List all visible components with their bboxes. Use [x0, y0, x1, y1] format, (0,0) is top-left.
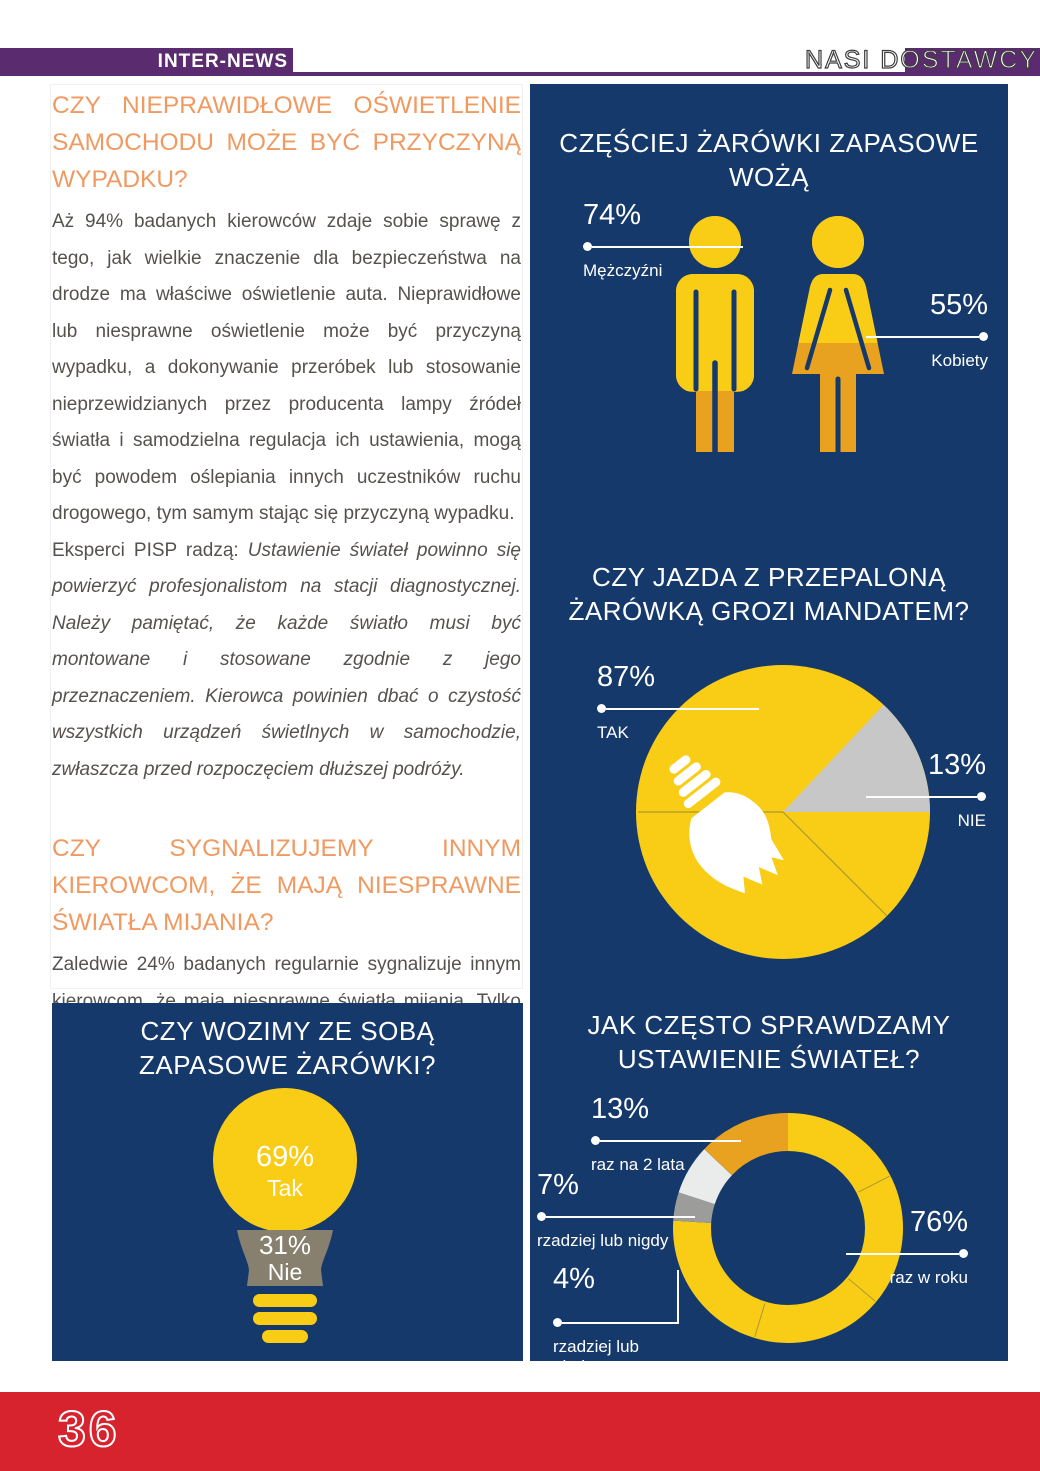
- callout-dot: [591, 1136, 600, 1145]
- spare-panel-title-line2: ZAPASOWE ŻARÓWKI?: [139, 1050, 436, 1080]
- callout-rule: [592, 245, 743, 248]
- callout-women: 55% Kobiety: [866, 290, 988, 371]
- callout-dot: [553, 1318, 562, 1327]
- woman-icon: [792, 216, 884, 452]
- callout-yes-fine-line: [597, 704, 759, 713]
- spare-yes-value: 69%: [256, 1141, 314, 1173]
- callout-dot: [977, 792, 986, 801]
- article-paragraph-2: Eksperci PISP radzą: Ustawienie świateł …: [52, 533, 521, 789]
- callout-men-value: 74%: [583, 199, 642, 231]
- callout-no-fine-line: [866, 792, 986, 801]
- callout-rarely7-line: [537, 1212, 695, 1221]
- fine-panel-title-line1: CZY JAZDA Z PRZEPALONĄ: [592, 562, 946, 592]
- callout-yes-fine: 87% TAK: [597, 662, 759, 743]
- callout-rule: [562, 1321, 679, 1324]
- fine-pie-chart: [636, 665, 930, 959]
- callout-dot: [959, 1249, 968, 1258]
- callout-rule: [866, 795, 977, 798]
- spare-no-value: 31%: [259, 1230, 311, 1260]
- callout-men: 74% Mężczyźni: [583, 200, 743, 281]
- callout-rarely4-line: [553, 1270, 679, 1327]
- article-heading-2: CZY SYGNALIZUJEMY INNYM KIEROWCOM, ŻE MA…: [52, 835, 521, 936]
- spare-yes-label: Tak: [267, 1175, 303, 1201]
- spare-bulb-chart: 69% Tak 31% Nie: [213, 1088, 357, 1343]
- gender-panel-title: CZĘŚCIEJ ŻARÓWKI ZAPASOWE WOŻĄ: [559, 128, 979, 192]
- expert-quote: Ustawienie świateł powinno się powierzyć…: [52, 539, 521, 780]
- callout-rarely4-value: 4%: [553, 1263, 595, 1295]
- check-panel-title-line1: JAK CZĘSTO SPRAWDZAMY: [587, 1010, 951, 1040]
- callout-women-label: Kobiety: [931, 351, 988, 370]
- callout-women-value: 55%: [929, 289, 988, 321]
- callout-2years-value: 13%: [591, 1093, 650, 1125]
- callout-dot: [583, 242, 592, 251]
- callout-no-fine-value: 13%: [927, 749, 986, 781]
- callout-rarely7-value: 7%: [537, 1169, 579, 1201]
- header-right-label: NASI DOSTAWCY: [804, 45, 1038, 74]
- article-column: CZY NIEPRAWIDŁOWE OŚWIETLENIE SAMOCHODU …: [50, 84, 523, 1194]
- expert-lead: Eksperci PISP radzą:: [52, 539, 248, 561]
- callout-no-fine-label: NIE: [957, 811, 986, 830]
- callout-dot: [597, 704, 606, 713]
- callout-men-label: Mężczyźni: [583, 261, 663, 280]
- footer-bar: 36: [0, 1392, 1040, 1471]
- callout-dot: [979, 332, 988, 341]
- callout-yes-fine-value: 87%: [597, 661, 656, 693]
- callout-men-line: [583, 242, 743, 251]
- callout-women-line: [866, 332, 988, 341]
- header-white-strip: [293, 48, 905, 72]
- callout-rule: [546, 1215, 695, 1218]
- man-icon: [676, 216, 754, 452]
- callout-rarely7: 7% rzadziej lub nigdy: [537, 1170, 695, 1251]
- check-donut-chart: [673, 1113, 903, 1343]
- callout-rarely4-label: rzadziej lub nigdy: [553, 1337, 639, 1376]
- page-number: 36: [57, 1400, 120, 1458]
- callout-rule: [606, 707, 759, 710]
- callout-dot: [537, 1212, 546, 1221]
- callout-yearly-label: raz w roku: [889, 1268, 968, 1287]
- header-section-label: INTER-NEWS: [157, 51, 288, 72]
- callout-rule: [600, 1139, 741, 1142]
- article-heading-1: CZY NIEPRAWIDŁOWE OŚWIETLENIE SAMOCHODU …: [52, 92, 521, 193]
- callout-yearly-line: [846, 1249, 968, 1258]
- callout-yearly-value: 76%: [909, 1206, 968, 1238]
- broken-bulb-icon: [669, 755, 784, 894]
- callout-rule: [846, 1252, 959, 1255]
- header-bar: INTER-NEWS NASI DOSTAWCY: [0, 45, 1040, 76]
- fine-panel-title-line2: ŻARÓWKĄ GROZI MANDATEM?: [568, 596, 970, 626]
- callout-rarely7-label: rzadziej lub nigdy: [537, 1231, 669, 1250]
- check-panel-title-line2: USTAWIENIE ŚWIATEŁ?: [617, 1044, 921, 1074]
- callout-rarely4: 4% rzadziej lub nigdy: [553, 1264, 679, 1377]
- callout-yearly: 76% raz w roku: [846, 1207, 968, 1288]
- callout-rule: [866, 335, 979, 338]
- spare-panel-title-line1: CZY WOZIMY ZE SOBĄ: [140, 1016, 435, 1046]
- callout-2years-line: [591, 1136, 741, 1145]
- spare-no-label: Nie: [268, 1259, 303, 1285]
- callout-2years-label: raz na 2 lata: [591, 1155, 685, 1174]
- callout-yes-fine-label: TAK: [597, 723, 629, 742]
- article-paragraph-1: Aż 94% badanych kierowców zdaje sobie sp…: [52, 211, 521, 524]
- callout-2years: 13% raz na 2 lata: [591, 1094, 741, 1175]
- callout-no-fine: 13% NIE: [866, 750, 986, 831]
